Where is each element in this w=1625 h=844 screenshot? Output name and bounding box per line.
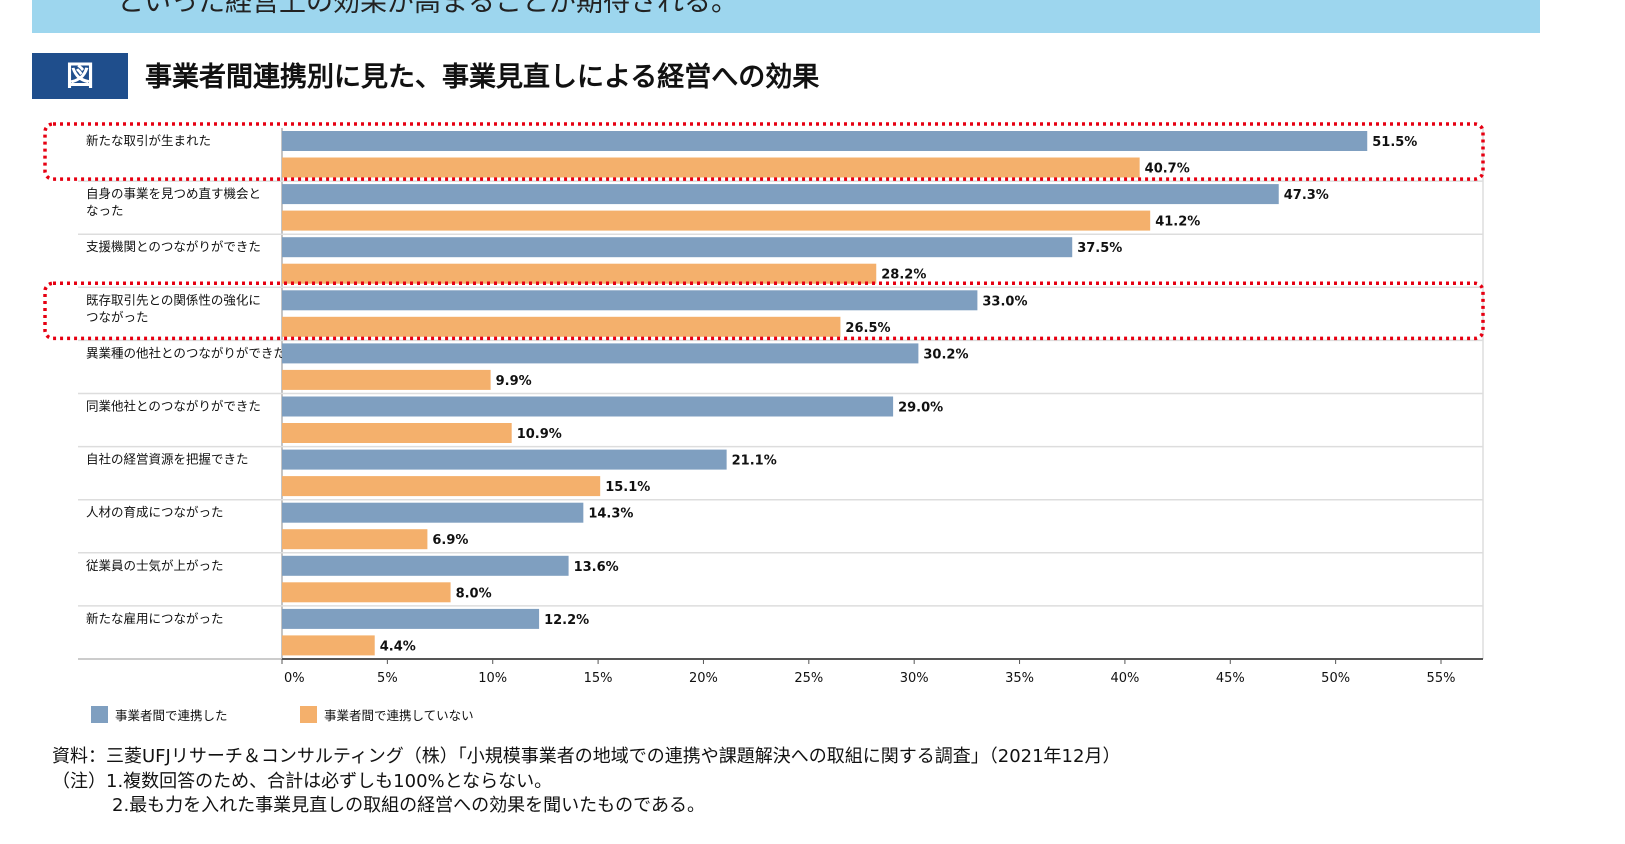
bar [282,343,919,364]
bar [282,635,375,656]
category-label: 人材の育成につながった [86,505,224,520]
category-label: 支援機関とのつながりができた [86,239,261,254]
legend-label: 事業者間で連携した [115,708,228,723]
highlight-box [43,122,1485,181]
data-label: 10.9% [517,427,562,442]
data-label: 26.5% [845,321,890,336]
note-1: （注）1.複数回答のため、合計は必ずしも100%とならない。 [52,771,553,792]
data-label: 14.3% [588,507,633,522]
category-label: 自身の事業を見つめ直す機会と [86,186,261,201]
bar [282,369,491,390]
bar [282,476,601,497]
legend-swatch [91,706,108,723]
category-label: 新たな取引が生まれた [86,133,211,148]
data-label: 51.5% [1372,135,1417,150]
x-tick-label: 10% [478,671,507,686]
bar [282,131,1368,151]
bar [282,608,540,629]
bar [282,210,1151,231]
data-label: 33.0% [982,294,1027,309]
bar [282,529,428,550]
bar [282,396,894,417]
x-tick-label: 15% [584,671,613,686]
data-label: 4.4% [380,639,416,654]
data-label: 9.9% [496,374,532,389]
data-label: 8.0% [456,586,492,601]
bar [282,423,512,443]
bar [282,555,569,576]
data-label: 21.1% [732,454,777,469]
x-tick-label: 20% [689,671,718,686]
note-2: 2.最も力を入れた事業見直しの取組の経営への効果を聞いたものである。 [112,795,705,816]
data-label: 30.2% [923,347,968,362]
category-label: 従業員の士気が上がった [86,558,224,573]
source-note: 資料：三菱UFJリサーチ＆コンサルティング（株）「小規模事業者の地域での連携や課… [52,746,1121,767]
x-tick-label: 55% [1427,671,1456,686]
x-tick-label: 5% [377,671,398,686]
x-tick-label: 45% [1216,671,1245,686]
bar [282,449,727,470]
x-tick-label: 40% [1110,671,1139,686]
intro-banner: といった経営上の効果が高まることが期待される。 [32,0,1540,33]
data-label: 15.1% [605,480,650,495]
bar [282,502,584,523]
bar [282,237,1073,258]
category-label: つながった [86,309,149,324]
data-label: 28.2% [881,268,926,283]
category-label: なった [86,203,124,218]
category-label: 異業種の他社とのつながりができた [86,345,286,360]
bar [282,316,841,337]
banner-text: といった経営上の効果が高まることが期待される。 [117,0,738,18]
bar [282,582,451,603]
data-label: 41.2% [1155,215,1200,230]
data-label: 47.3% [1284,188,1329,203]
bar [282,263,877,284]
x-tick-label: 30% [900,671,929,686]
figure-title: 事業者間連携別に見た、事業見直しによる経営への効果 [145,62,820,93]
legend-swatch [300,706,317,723]
bar [282,290,978,311]
data-label: 40.7% [1145,162,1190,177]
bar [282,184,1279,205]
x-tick-label: 35% [1005,671,1034,686]
highlight-box [43,281,1485,341]
data-label: 6.9% [432,533,468,548]
x-tick-label: 50% [1321,671,1350,686]
x-tick-label: 25% [794,671,823,686]
category-label: 自社の経営資源を把握できた [86,452,249,467]
data-label: 37.5% [1077,241,1122,256]
data-label: 12.2% [544,613,589,628]
data-label: 13.6% [574,560,619,575]
legend-label: 事業者間で連携していない [324,708,474,723]
bar [282,157,1140,178]
data-label: 29.0% [898,401,943,416]
x-tick-label: 0% [284,671,305,686]
figure-badge: 図 [32,53,128,99]
category-label: 既存取引先との関係性の強化に [86,292,261,307]
category-label: 新たな雇用につながった [86,611,224,626]
category-label: 同業他社とのつながりができた [86,399,261,414]
